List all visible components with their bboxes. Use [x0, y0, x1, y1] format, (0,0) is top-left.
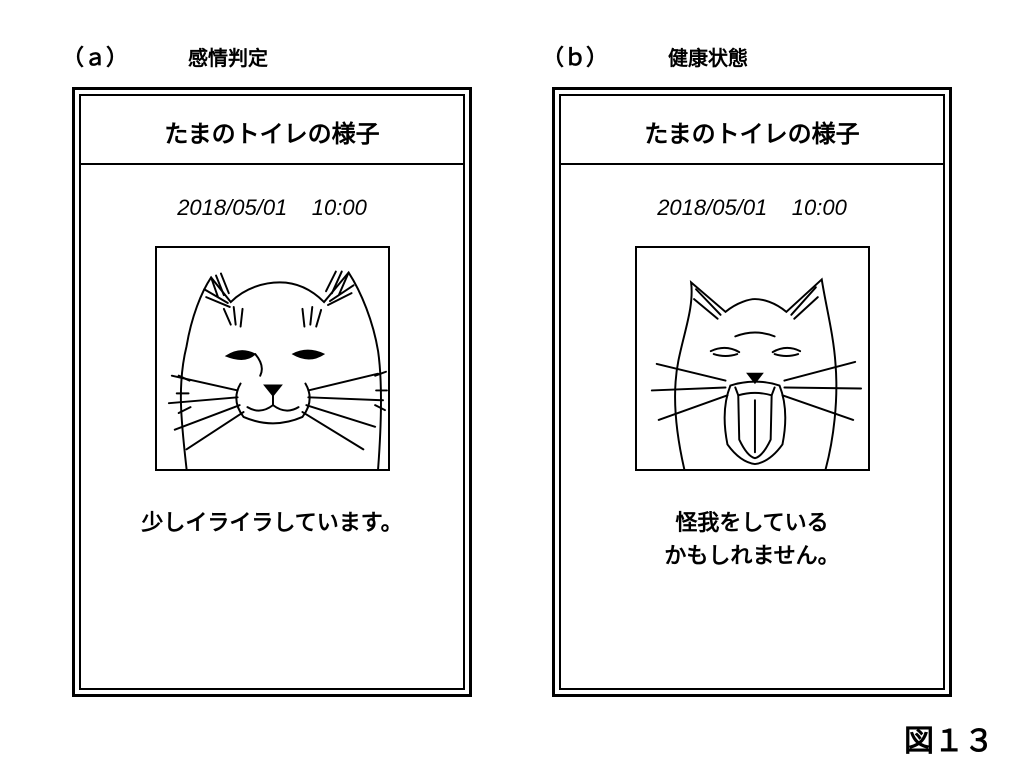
cat-irritated-icon [157, 248, 388, 469]
cat-image-b [635, 246, 870, 471]
screen-a-body: 2018/05/01 10:00 [81, 165, 463, 688]
figure-label: 図１３ [904, 716, 994, 760]
panel-b-header: （ｂ） 健康状態 [542, 40, 962, 72]
panel-a: （ａ） 感情判定 たまのトイレの様子 2018/05/01 10:00 [62, 40, 482, 697]
message-a: 少しイライラしています。 [141, 506, 402, 539]
panel-b-top-title: 健康状態 [668, 42, 748, 71]
panel-a-header: （ａ） 感情判定 [62, 40, 482, 72]
panel-b-label: （ｂ） [542, 40, 608, 72]
device-frame-a: たまのトイレの様子 2018/05/01 10:00 [72, 87, 472, 697]
screen-b-title: たまのトイレの様子 [561, 96, 943, 165]
panel-a-label: （ａ） [62, 40, 128, 72]
screen-b: たまのトイレの様子 2018/05/01 10:00 [559, 94, 945, 690]
screen-a-title: たまのトイレの様子 [81, 96, 463, 165]
cat-yawning-icon [637, 248, 868, 469]
device-frame-b: たまのトイレの様子 2018/05/01 10:00 [552, 87, 952, 697]
screen-b-body: 2018/05/01 10:00 [561, 165, 943, 688]
cat-image-a [155, 246, 390, 471]
panels-container: （ａ） 感情判定 たまのトイレの様子 2018/05/01 10:00 [0, 0, 1024, 697]
screen-a: たまのトイレの様子 2018/05/01 10:00 [79, 94, 465, 690]
timestamp-b: 2018/05/01 10:00 [657, 195, 847, 221]
panel-b: （ｂ） 健康状態 たまのトイレの様子 2018/05/01 10:00 [542, 40, 962, 697]
panel-a-top-title: 感情判定 [188, 42, 268, 71]
message-b: 怪我をしている かもしれません。 [664, 506, 839, 572]
timestamp-a: 2018/05/01 10:00 [177, 195, 367, 221]
